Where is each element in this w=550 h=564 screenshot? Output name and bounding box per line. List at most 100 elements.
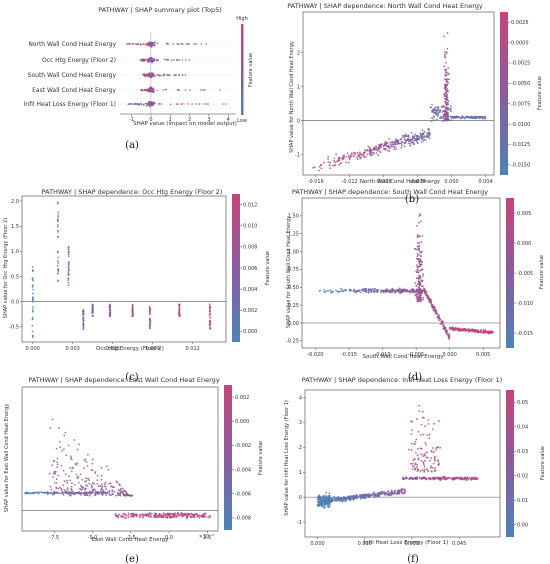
- data-point: [166, 74, 168, 76]
- data-point: [411, 468, 414, 470]
- data-point: [208, 516, 211, 519]
- data-point: [420, 241, 423, 244]
- data-point: [164, 515, 167, 517]
- data-point: [31, 330, 34, 333]
- data-point: [130, 103, 132, 105]
- data-point: [91, 311, 94, 313]
- data-point: [117, 515, 119, 518]
- data-point: [476, 478, 478, 481]
- data-point: [176, 512, 179, 515]
- data-point: [394, 145, 396, 148]
- plot-frame: [21, 195, 227, 343]
- data-point: [128, 494, 130, 497]
- data-point: [348, 158, 351, 161]
- data-point: [393, 490, 396, 493]
- data-point: [31, 308, 34, 311]
- data-point: [412, 459, 415, 462]
- y-tick-label: -1: [295, 152, 300, 158]
- data-point: [63, 480, 66, 483]
- data-point: [113, 490, 116, 493]
- data-point: [342, 155, 344, 158]
- data-point: [389, 291, 391, 294]
- data-point: [139, 515, 141, 518]
- y-tick-label: 0.50: [288, 285, 299, 291]
- data-point: [165, 516, 168, 519]
- y-tick-label: 1.25: [288, 232, 299, 238]
- data-point: [104, 492, 107, 494]
- data-point: [96, 492, 98, 495]
- data-point: [413, 139, 416, 142]
- data-point: [424, 425, 426, 428]
- data-point: [150, 86, 153, 89]
- y-tick-label: 0.00: [288, 321, 299, 327]
- data-point: [99, 485, 102, 487]
- data-point: [320, 167, 323, 170]
- data-point: [193, 43, 195, 45]
- data-point: [444, 100, 446, 103]
- panel-a-colorbar-low: Low: [237, 118, 247, 124]
- data-point: [419, 294, 422, 297]
- data-point: [329, 161, 332, 164]
- data-point: [419, 300, 422, 303]
- data-point: [64, 490, 67, 492]
- data-point: [346, 152, 349, 155]
- data-point: [427, 297, 430, 300]
- data-point: [449, 476, 451, 479]
- data-point: [417, 283, 419, 286]
- data-point: [151, 60, 154, 62]
- data-point: [149, 513, 151, 516]
- data-point: [149, 103, 152, 105]
- data-point: [162, 89, 165, 91]
- data-point: [443, 65, 446, 68]
- data-point: [408, 478, 411, 481]
- data-point: [471, 478, 473, 480]
- data-point: [425, 134, 428, 137]
- data-point: [149, 86, 151, 89]
- data-point: [435, 312, 438, 315]
- data-point: [30, 492, 32, 495]
- data-point: [444, 56, 446, 59]
- data-point: [410, 131, 413, 134]
- data-point: [125, 514, 128, 517]
- data-point: [99, 491, 101, 494]
- data-point: [68, 475, 70, 478]
- data-point: [319, 500, 321, 503]
- data-point: [178, 307, 181, 310]
- data-point: [370, 289, 373, 292]
- data-point: [109, 309, 112, 312]
- data-point: [82, 318, 84, 321]
- data-point: [70, 489, 73, 491]
- x-tick-label: -0.004: [410, 179, 426, 185]
- data-point: [323, 502, 325, 504]
- data-point: [323, 500, 326, 503]
- data-point: [91, 481, 94, 484]
- y-tick-label: 0: [299, 495, 302, 501]
- data-point: [420, 434, 422, 436]
- y-tick-label: -0.25: [286, 339, 299, 345]
- data-point: [48, 492, 51, 494]
- data-point: [56, 457, 59, 460]
- data-point: [431, 467, 434, 469]
- data-point: [427, 456, 429, 459]
- data-point: [355, 156, 358, 159]
- data-point: [63, 434, 66, 437]
- data-point: [445, 119, 447, 121]
- data-point: [150, 76, 153, 78]
- data-point: [444, 106, 447, 109]
- data-point: [324, 504, 327, 506]
- data-point: [447, 115, 450, 118]
- data-point: [414, 133, 416, 136]
- data-point: [388, 138, 390, 140]
- data-point: [382, 145, 385, 147]
- data-point: [365, 290, 367, 293]
- x-tick-label: 0.000: [444, 179, 458, 185]
- data-point: [153, 59, 156, 61]
- data-point: [75, 463, 78, 466]
- data-point: [101, 483, 103, 486]
- data-point: [153, 42, 155, 44]
- data-point: [67, 444, 70, 447]
- x-tick-label: -0.008: [376, 179, 392, 185]
- data-point: [339, 499, 341, 502]
- data-point: [418, 298, 421, 301]
- data-point: [395, 147, 397, 150]
